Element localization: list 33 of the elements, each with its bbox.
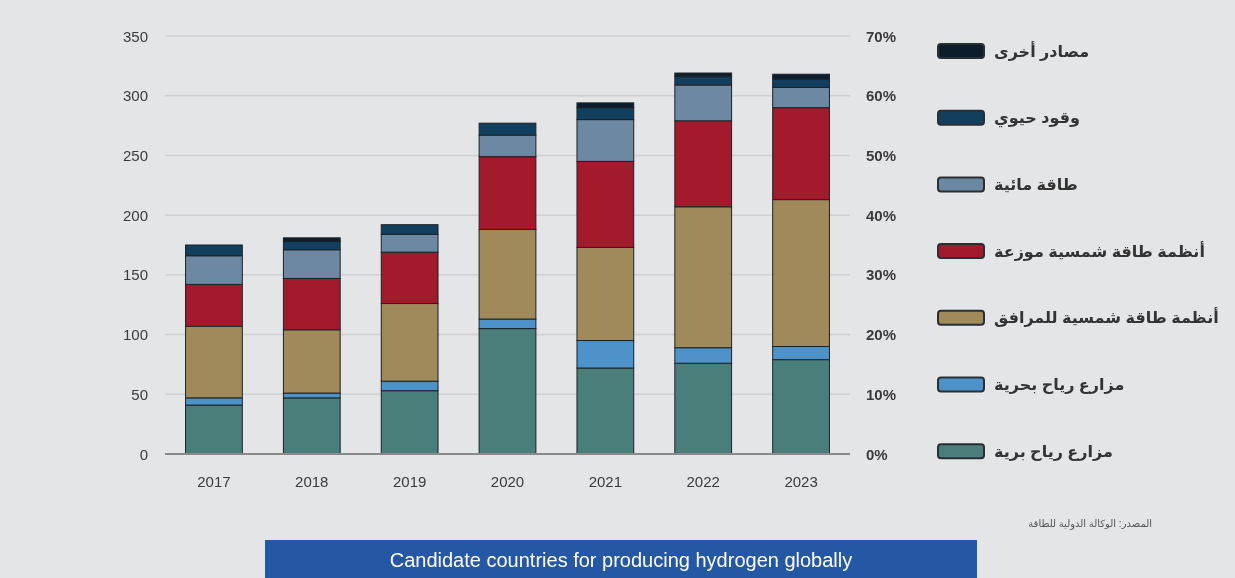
x-tick-label: 2019	[392, 472, 427, 490]
legend-label: أنظمة طاقة شمسية للمرافق	[994, 307, 1219, 328]
y-tick-label: 100	[122, 326, 148, 344]
x-tick-label: 2018	[295, 472, 329, 490]
bar	[282, 397, 341, 455]
text: Candidate countries for producing hydrogen globally	[389, 549, 853, 571]
y-tick-label: 200	[122, 206, 148, 224]
legend-label: مزارع رياح بحرية	[994, 376, 1125, 394]
y2-tick-label: 20%	[866, 326, 897, 344]
y2-tick-label: 50%	[866, 146, 897, 164]
x-tick-label: 2022	[686, 472, 720, 490]
y-tick-label: 250	[122, 146, 148, 164]
y2-tick-label: 10%	[866, 385, 897, 403]
y2-tick-label: 70%	[866, 27, 897, 45]
x-tick-label: 2017	[197, 472, 231, 490]
legend-label: مزارع رياح برية	[994, 442, 1113, 461]
x-tick-label: 2023	[784, 472, 818, 490]
y2-tick-label: 30%	[866, 266, 897, 284]
y-tick-label: 50	[131, 385, 148, 403]
y-tick-label: 150	[122, 266, 148, 284]
y2-tick-label: 60%	[866, 87, 897, 105]
y2-tick-label: 40%	[866, 206, 897, 224]
legend-label: طاقة مائية	[994, 175, 1078, 193]
y-tick-label: 350	[122, 27, 148, 45]
x-tick-label: 2021	[588, 472, 623, 490]
y-tick-label: 0	[139, 445, 148, 463]
y2-tick-label: 0%	[866, 445, 888, 463]
legend-label: أنظمة طاقة شمسية موزعة	[994, 240, 1205, 261]
legend-label: مصادر أخرى	[994, 40, 1090, 61]
legend-label: وقود حيوي	[994, 109, 1080, 129]
x-tick-label: 2020	[490, 472, 525, 490]
text: المصدر: الوكالة الدولية للطاقة	[1028, 517, 1152, 530]
y-tick-label: 300	[122, 87, 148, 105]
